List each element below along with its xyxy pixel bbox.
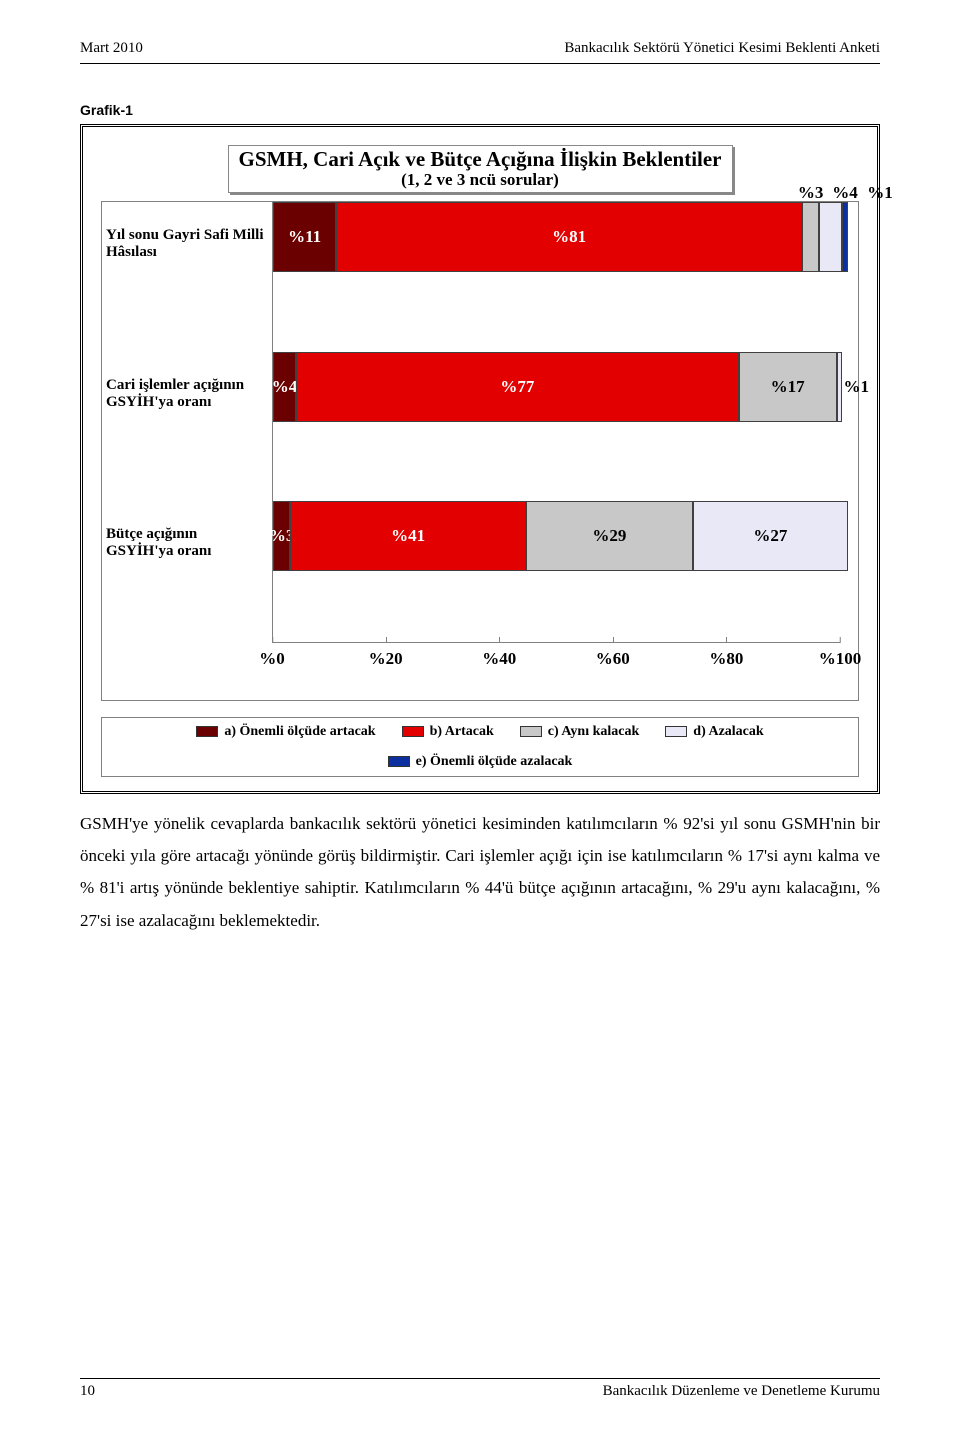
plot-area: Yıl sonu Gayri Safi Milli Hâsılası Cari i… — [101, 201, 859, 701]
bar-segment: %11 — [273, 202, 336, 272]
bar-segment: %41 — [290, 501, 526, 571]
page-number: 10 — [80, 1383, 95, 1400]
bar-segment-label: %81 — [552, 227, 586, 247]
body-paragraph: GSMH'ye yönelik cevaplarda bankacılık se… — [80, 808, 880, 937]
chart-frame: GSMH, Cari Açık ve Bütçe Açığına İlişkin… — [80, 124, 880, 794]
bar-segment: %81 — [336, 202, 802, 272]
x-tick-label: %40 — [482, 643, 516, 669]
chart-title-box: GSMH, Cari Açık ve Bütçe Açığına İlişkin… — [101, 145, 859, 193]
chart-title: GSMH, Cari Açık ve Bütçe Açığına İlişkin… — [228, 145, 733, 193]
legend-swatch — [520, 726, 542, 737]
bar-segment-label: %41 — [391, 526, 425, 546]
legend-label: a) Önemli ölçüde artacak — [224, 724, 375, 740]
legend-item: d) Azalacak — [665, 724, 763, 740]
page: Mart 2010 Bankacılık Sektörü Yönetici Ke… — [0, 0, 960, 1442]
bar-segment-label: %77 — [500, 377, 534, 397]
footer: 10 Bankacılık Düzenleme ve Denetleme Kur… — [80, 1378, 880, 1400]
bars-column: %11%81%3%4%1%4%77%17%1%3%41%29%27 — [272, 202, 858, 642]
x-ticks: %0%20%40%60%80%100 — [272, 643, 840, 700]
y-axis-category-label: Yıl sonu Gayri Safi Milli Hâsılası — [106, 227, 266, 262]
x-axis: %0%20%40%60%80%100 — [272, 642, 840, 700]
bar-segment: %4 — [819, 202, 842, 272]
bar-segment: %29 — [526, 501, 693, 571]
x-tick-label: %80 — [709, 643, 743, 669]
legend-label: d) Azalacak — [693, 724, 763, 740]
chart-figure-label: Grafik-1 — [80, 102, 880, 118]
bar-segment: %1 — [837, 352, 843, 422]
bar-segment: %3 — [273, 501, 290, 571]
header-rule — [80, 63, 880, 64]
footer-right: Bankacılık Düzenleme ve Denetleme Kurumu — [603, 1383, 880, 1400]
bar-row: %11 %81 %3%4%1 — [273, 202, 848, 272]
x-tick-label: %0 — [259, 643, 285, 669]
chart-title-text: GSMH, Cari Açık ve Bütçe Açığına İlişkin… — [239, 147, 722, 171]
bar-row: %4 %77 %17 %1 — [273, 352, 848, 422]
bar-segment: %17 — [739, 352, 837, 422]
legend-swatch — [196, 726, 218, 737]
x-tick-label: %100 — [819, 643, 862, 669]
x-tick-label: %20 — [369, 643, 403, 669]
legend-item: c) Aynı kalacak — [520, 724, 640, 740]
bar-segment-label: %4 — [272, 377, 298, 397]
bar-segment-label: %1 — [867, 183, 893, 203]
chart-legend: a) Önemli ölçüde artacak b) Artacak c) Ayn… — [101, 717, 859, 777]
bar-segment-label: %27 — [753, 526, 787, 546]
legend-label: b) Artacak — [430, 724, 494, 740]
legend-label: c) Aynı kalacak — [548, 724, 640, 740]
bar-segment-label: %3 — [798, 183, 824, 203]
header-right: Bankacılık Sektörü Yönetici Kesimi Bekle… — [564, 40, 880, 57]
bar-segment-label: %11 — [288, 227, 321, 247]
header-row: Mart 2010 Bankacılık Sektörü Yönetici Ke… — [80, 40, 880, 57]
bar-segment-label: %29 — [592, 526, 626, 546]
legend-label: e) Önemli ölçüde azalacak — [416, 754, 573, 770]
bar-segment: %1 — [842, 202, 848, 272]
legend-item: a) Önemli ölçüde artacak — [196, 724, 375, 740]
bar-segment: %27 — [693, 501, 848, 571]
bar-segment: %77 — [296, 352, 739, 422]
bar-segment-label: %4 — [832, 183, 858, 203]
bar-segment: %3 — [802, 202, 819, 272]
bar-row: %3 %41 %29 %27 — [273, 501, 848, 571]
y-axis-labels: Yıl sonu Gayri Safi Milli Hâsılası Cari i… — [102, 202, 272, 642]
legend-item: b) Artacak — [402, 724, 494, 740]
header-left: Mart 2010 — [80, 40, 143, 57]
legend-swatch — [665, 726, 687, 737]
legend-swatch — [388, 756, 410, 767]
bar-segment: %4 — [273, 352, 296, 422]
bar-segment-label: %17 — [771, 377, 805, 397]
bar-segment-label: %1 — [844, 377, 870, 397]
chart-subtitle: (1, 2 ve 3 ncü sorular) — [239, 171, 722, 190]
footer-row: 10 Bankacılık Düzenleme ve Denetleme Kur… — [80, 1383, 880, 1400]
chart-body: Yıl sonu Gayri Safi Milli Hâsılası Cari i… — [102, 202, 858, 642]
legend-swatch — [402, 726, 424, 737]
footer-rule — [80, 1378, 880, 1379]
x-tick-label: %60 — [596, 643, 630, 669]
y-axis-category-label: Cari işlemler açığının GSYİH'ya oranı — [106, 377, 266, 412]
y-axis-category-label: Bütçe açığının GSYİH'ya oranı — [106, 526, 266, 561]
legend-item: e) Önemli ölçüde azalacak — [388, 754, 573, 770]
